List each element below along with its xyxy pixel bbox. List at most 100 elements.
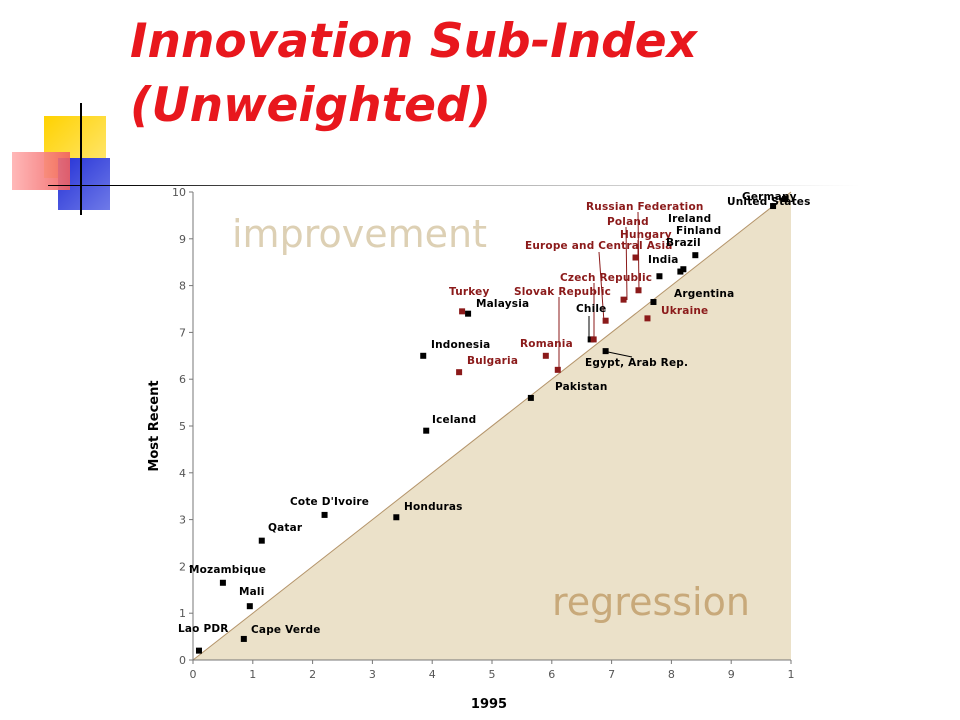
- label-india: India: [648, 254, 679, 266]
- point-india: [656, 273, 663, 280]
- point-mali: [246, 603, 253, 610]
- label-romania: Romania: [520, 338, 573, 350]
- y-tick-label: 5: [179, 420, 186, 433]
- label-slovak-republic: Slovak Republic: [514, 286, 611, 298]
- point-lao-pdr: [195, 647, 202, 654]
- y-tick-label: 6: [179, 373, 186, 386]
- y-tick-label: 8: [179, 280, 186, 293]
- regression-label: regression: [552, 580, 750, 624]
- label-indonesia: Indonesia: [431, 339, 490, 351]
- point-cape-verde: [240, 635, 247, 642]
- y-tick-label: 4: [179, 467, 186, 480]
- x-tick-label: 5: [489, 668, 496, 681]
- label-qatar: Qatar: [268, 522, 303, 534]
- point-brazil: [692, 252, 699, 259]
- x-axis-title: 1995: [471, 697, 507, 712]
- points-layer: [195, 196, 789, 654]
- label-mali: Mali: [239, 586, 265, 598]
- label-ireland: Ireland: [668, 213, 711, 225]
- point-united-states: [770, 203, 777, 210]
- slide-title: Innovation Sub-Index (Unweighted): [130, 10, 697, 138]
- x-tick-label: 2: [309, 668, 316, 681]
- label-egypt: Egypt, Arab Rep.: [585, 357, 688, 369]
- y-tick-label: 0: [179, 654, 186, 667]
- x-tick-label: 4: [429, 668, 436, 681]
- point-bulgaria: [456, 369, 463, 376]
- label-mozambique: Mozambique: [189, 564, 266, 576]
- label-poland: Poland: [607, 216, 649, 228]
- x-tick-label: 1: [249, 668, 256, 681]
- y-tick-label: 7: [179, 326, 186, 339]
- label-united-states: United States: [727, 196, 811, 208]
- label-europe-central-asia: Europe and Central Asia: [525, 240, 673, 252]
- label-cote-divoire: Cote D'Ivoire: [290, 496, 369, 508]
- label-pakistan: Pakistan: [555, 381, 608, 393]
- x-tick-label: 9: [728, 668, 735, 681]
- label-iceland: Iceland: [432, 414, 476, 426]
- x-tick-label: 3: [369, 668, 376, 681]
- label-turkey: Turkey: [449, 286, 490, 298]
- point-iceland: [423, 427, 430, 434]
- label-czech-republic: Czech Republic: [560, 272, 652, 284]
- label-honduras: Honduras: [404, 501, 463, 513]
- x-tick-label: 7: [608, 668, 615, 681]
- label-brazil: Brazil: [666, 237, 701, 249]
- diagonal-line: [192, 191, 792, 661]
- y-tick-label: 2: [179, 560, 186, 573]
- point-cote-d-ivoire: [321, 511, 328, 518]
- point-finland: [680, 266, 687, 273]
- y-axis-title: Most Recent: [147, 380, 162, 471]
- x-tick-label: 1: [788, 668, 795, 681]
- point-labels: Lao PDR Cape Verde Mali Mozambique Qatar…: [178, 191, 811, 636]
- point-poland: [635, 287, 642, 294]
- point-mozambique: [219, 579, 226, 586]
- label-malaysia: Malaysia: [476, 298, 529, 310]
- label-chile: Chile: [576, 303, 607, 315]
- x-tick-label: 6: [548, 668, 555, 681]
- y-tick-label: 3: [179, 514, 186, 527]
- x-tick-label: 0: [190, 668, 197, 681]
- slide-title-line2: (Unweighted): [130, 78, 492, 133]
- label-hungary: Hungary: [620, 229, 672, 241]
- point-pakistan: [527, 394, 534, 401]
- decorative-squares: [0, 0, 860, 220]
- x-tick-label: 8: [668, 668, 675, 681]
- leader-line-europe-central-asia: [598, 251, 605, 323]
- label-cape-verde: Cape Verde: [251, 624, 321, 636]
- label-ukraine: Ukraine: [661, 305, 708, 317]
- leader-lines: [558, 211, 640, 370]
- deco-vertical-line: [80, 103, 82, 215]
- point-egypt-arab-rep: [602, 348, 609, 355]
- point-hungary: [632, 254, 639, 261]
- label-argentina: Argentina: [674, 288, 734, 300]
- label-germany: Germany: [742, 191, 797, 203]
- point-europe-and-central-asia: [602, 317, 609, 324]
- point-ukraine: [644, 315, 651, 322]
- y-tick-label: 1: [179, 607, 186, 620]
- point-argentina: [650, 298, 657, 305]
- point-romania: [542, 352, 549, 359]
- point-turkey: [459, 308, 466, 315]
- slide-title-line1: Innovation Sub-Index: [130, 14, 697, 69]
- leader-line-egypt: [607, 351, 633, 358]
- point-russian-federation: [620, 296, 627, 303]
- label-bulgaria: Bulgaria: [467, 355, 518, 367]
- y-tick-label: 10: [172, 186, 186, 199]
- improvement-label: improvement: [232, 212, 487, 256]
- point-indonesia: [420, 352, 427, 359]
- label-finland: Finland: [676, 225, 721, 237]
- point-czech-republic: [590, 336, 597, 343]
- label-russian-federation: Russian Federation: [586, 201, 704, 213]
- y-tick-label: 9: [179, 233, 186, 246]
- point-germany: [782, 196, 789, 203]
- point-slovak-republic: [554, 366, 561, 373]
- point-honduras: [393, 514, 400, 521]
- point-qatar: [258, 537, 265, 544]
- leader-line-poland: [625, 226, 628, 301]
- deco-horizontal-line: [48, 185, 860, 186]
- label-lao-pdr: Lao PDR: [178, 623, 229, 635]
- point-malaysia: [465, 310, 472, 317]
- deco-red-square: [12, 152, 70, 190]
